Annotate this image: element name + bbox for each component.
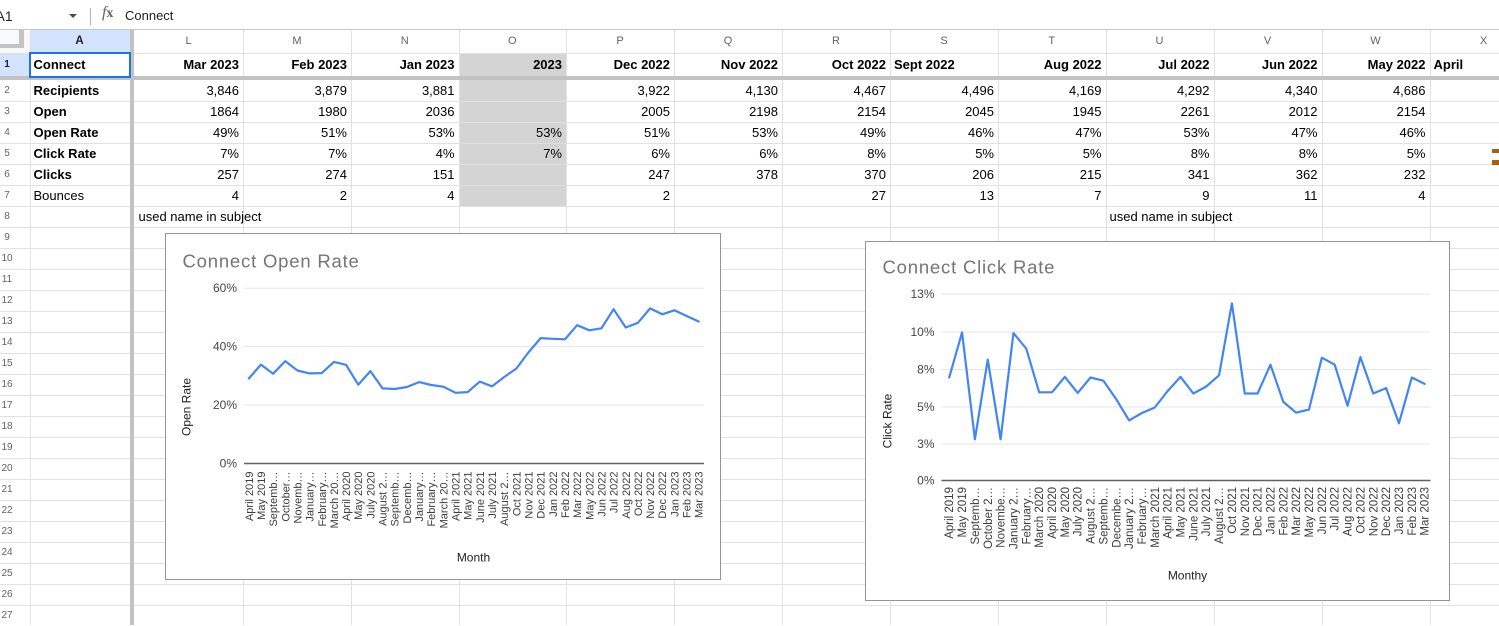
svg-text:February…: February… [426, 472, 438, 527]
svg-text:Jun 2022: Jun 2022 [1316, 487, 1328, 534]
svg-text:Dec 2021: Dec 2021 [1252, 487, 1264, 536]
svg-text:May 2019: May 2019 [957, 487, 969, 538]
svg-text:January 2…: January 2… [1124, 487, 1136, 549]
svg-text:Click Rate: Click Rate [880, 393, 894, 448]
svg-text:Open Rate: Open Rate [179, 378, 193, 436]
svg-text:March 2021: March 2021 [1149, 487, 1161, 548]
svg-text:August 2…: August 2… [499, 472, 511, 526]
svg-text:Feb 2023: Feb 2023 [1406, 487, 1418, 536]
svg-text:February…: February… [1136, 487, 1148, 545]
svg-text:January…: January… [304, 472, 316, 522]
svg-text:May 2022: May 2022 [1304, 487, 1316, 538]
svg-text:Feb 2023: Feb 2023 [681, 472, 693, 518]
svg-text:Mar 2022: Mar 2022 [572, 472, 584, 518]
svg-text:May 2020: May 2020 [1059, 487, 1071, 538]
svg-text:Oct 2022: Oct 2022 [632, 472, 644, 517]
svg-text:April 2020: April 2020 [341, 472, 353, 522]
svg-text:July 2021: July 2021 [487, 472, 499, 519]
svg-text:June 2021: June 2021 [474, 472, 486, 523]
svg-text:Nov 2022: Nov 2022 [1368, 487, 1380, 536]
svg-text:Aug 2022: Aug 2022 [1342, 487, 1354, 536]
svg-text:Jul 2022: Jul 2022 [1329, 487, 1341, 530]
svg-text:March 20…: March 20… [328, 472, 340, 529]
svg-text:July 2021: July 2021 [1201, 487, 1213, 536]
svg-text:July 2020: July 2020 [1072, 487, 1084, 536]
svg-text:Nov 2022: Nov 2022 [645, 471, 657, 518]
svg-text:Decembe…: Decembe… [1111, 487, 1123, 548]
svg-text:0%: 0% [917, 473, 935, 487]
svg-text:August 2…: August 2… [377, 472, 389, 526]
svg-text:Monthy: Monthy [1167, 568, 1206, 582]
svg-text:Jul 2022: Jul 2022 [608, 472, 620, 514]
svg-text:Novembe…: Novembe… [995, 487, 1007, 548]
svg-text:January…: January… [414, 472, 426, 522]
svg-text:May 2021: May 2021 [462, 472, 474, 520]
svg-text:May 2019: May 2019 [255, 472, 267, 520]
svg-text:Mar 2023: Mar 2023 [1419, 487, 1431, 536]
svg-text:8%: 8% [917, 362, 935, 376]
svg-text:October 2…: October 2… [982, 487, 994, 549]
svg-text:Septemb…: Septemb… [969, 487, 981, 545]
svg-text:Mar 2022: Mar 2022 [1291, 487, 1303, 536]
svg-text:May 2020: May 2020 [353, 472, 365, 520]
svg-text:Jun 2022: Jun 2022 [596, 472, 608, 517]
svg-text:October…: October… [280, 472, 292, 522]
svg-text:February…: February… [1021, 487, 1033, 545]
svg-text:April 2019: April 2019 [243, 472, 255, 522]
svg-text:Septemb…: Septemb… [1098, 487, 1110, 545]
svg-text:August 2…: August 2… [1085, 487, 1097, 544]
svg-text:Jan 2022: Jan 2022 [1265, 487, 1277, 534]
svg-text:April 2021: April 2021 [450, 472, 462, 522]
svg-text:July 2020: July 2020 [365, 472, 377, 519]
svg-text:May 2021: May 2021 [1175, 487, 1187, 538]
svg-text:Jan 2023: Jan 2023 [1393, 487, 1405, 534]
svg-text:May 2022: May 2022 [584, 472, 596, 520]
svg-text:Dec 2022: Dec 2022 [657, 472, 669, 519]
svg-text:April 2019: April 2019 [944, 487, 956, 539]
svg-text:Connect Click Rate: Connect Click Rate [882, 256, 1055, 277]
svg-text:Mar 2023: Mar 2023 [693, 472, 705, 518]
svg-text:40%: 40% [212, 340, 236, 354]
svg-text:Oct 2022: Oct 2022 [1355, 487, 1367, 534]
svg-text:Nov 2021: Nov 2021 [1239, 487, 1251, 536]
svg-text:Decemb…: Decemb… [401, 472, 413, 524]
svg-text:Feb 2022: Feb 2022 [1278, 487, 1290, 536]
svg-text:February…: February… [316, 472, 328, 527]
svg-text:March 2020: March 2020 [1034, 487, 1046, 548]
svg-text:Aug 2022: Aug 2022 [620, 472, 632, 519]
svg-text:3%: 3% [917, 437, 935, 451]
svg-text:Septemb…: Septemb… [268, 472, 280, 527]
svg-text:Nov 2021: Nov 2021 [523, 472, 535, 519]
svg-text:10%: 10% [910, 325, 934, 339]
svg-text:Jan 2022: Jan 2022 [547, 472, 559, 517]
svg-text:Novemb…: Novemb… [292, 472, 304, 524]
svg-text:January 2…: January 2… [1008, 487, 1020, 549]
svg-text:Dec 2021: Dec 2021 [535, 472, 547, 519]
svg-text:Jan 2023: Jan 2023 [669, 472, 681, 517]
svg-text:Oct 2021: Oct 2021 [511, 472, 523, 517]
svg-text:5%: 5% [917, 400, 935, 414]
svg-text:Connect Open Rate: Connect Open Rate [182, 251, 359, 272]
svg-text:Dec 2022: Dec 2022 [1381, 487, 1393, 536]
svg-text:Oct 2021: Oct 2021 [1226, 487, 1238, 534]
svg-text:20%: 20% [212, 398, 236, 412]
svg-text:March 20…: March 20… [438, 472, 450, 529]
svg-text:June 2021: June 2021 [1188, 487, 1200, 541]
svg-text:Feb 2022: Feb 2022 [559, 472, 571, 518]
svg-text:13%: 13% [910, 287, 934, 301]
svg-text:April 2021: April 2021 [1162, 487, 1174, 539]
svg-text:0%: 0% [219, 457, 237, 471]
svg-text:Month: Month [456, 551, 489, 565]
svg-text:August 2…: August 2… [1214, 487, 1226, 544]
svg-text:60%: 60% [212, 281, 236, 295]
svg-text:April 2020: April 2020 [1047, 487, 1059, 539]
svg-text:Septemb…: Septemb… [389, 472, 401, 527]
